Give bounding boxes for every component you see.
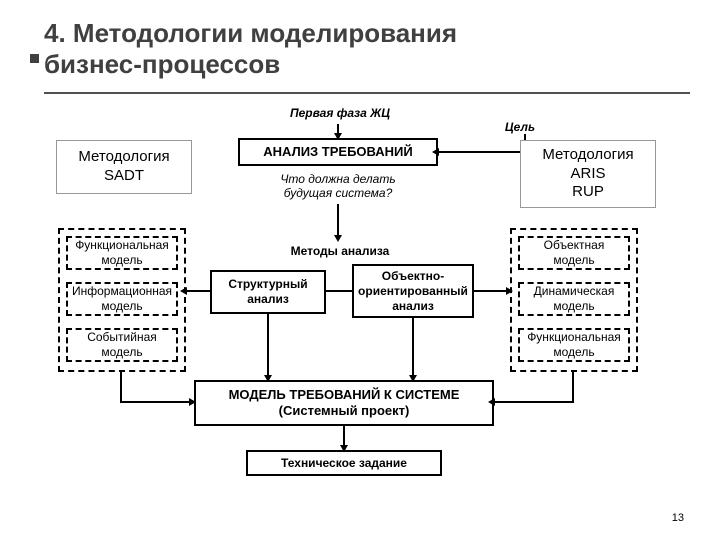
- overlay-aris-rup: МетодологияARISRUP: [520, 140, 656, 208]
- reqmodel-box: МОДЕЛЬ ТРЕБОВАНИЙ К СИСТЕМЕ(Системный пр…: [194, 380, 494, 426]
- techspec-box: Техническое задание: [246, 450, 442, 476]
- arrowhead: [180, 287, 187, 295]
- overlay-sadt: МетодологияSADT: [56, 140, 192, 194]
- arrow: [186, 290, 210, 292]
- arrow: [412, 318, 414, 380]
- left-model-3: Событийнаямодель: [66, 328, 178, 362]
- question-label: Что должна делатьбудущая система?: [238, 172, 438, 200]
- arrow: [337, 204, 339, 238]
- arrowhead: [506, 287, 513, 295]
- right-model-1: Объектнаямодель: [518, 236, 630, 270]
- arrow: [494, 401, 574, 403]
- arrowhead: [488, 398, 495, 406]
- right-model-3: Функциональнаямодель: [518, 328, 630, 362]
- left-model-1: Функциональнаямодель: [66, 236, 178, 270]
- arrowhead: [189, 398, 196, 406]
- right-model-2: Динамическаямодель: [518, 282, 630, 316]
- diagram-stage: Первая фаза ЖЦ Цель Преобразование АНАЛИ…: [0, 98, 720, 540]
- oo-analysis-box: Объектно-ориентированныйанализ: [352, 264, 474, 318]
- arrow: [267, 314, 269, 380]
- arrowhead: [334, 235, 342, 242]
- arrowhead: [432, 148, 439, 156]
- left-model-2: Информационнаямодель: [66, 282, 178, 316]
- page-number: 13: [672, 512, 684, 524]
- title-line1: 4. Методологии моделирования: [44, 18, 457, 48]
- arrow: [120, 372, 122, 402]
- connector: [326, 290, 352, 292]
- arrowhead: [334, 133, 342, 140]
- methods-label: Методы анализа: [280, 244, 400, 258]
- arrowhead: [340, 445, 348, 452]
- arrowhead: [409, 375, 417, 382]
- title-line2: бизнес-процессов: [44, 49, 280, 79]
- arrow: [120, 401, 194, 403]
- arrow: [474, 290, 510, 292]
- arrow: [572, 372, 574, 402]
- analysis-req-box: АНАЛИЗ ТРЕБОВАНИЙ: [238, 138, 438, 166]
- phase-label: Первая фаза ЖЦ: [250, 106, 430, 120]
- struct-analysis-box: Структурныйанализ: [210, 270, 326, 314]
- goal-label: Цель: [490, 120, 550, 134]
- arrowhead: [264, 375, 272, 382]
- title-underline: [44, 92, 690, 94]
- arrow: [438, 151, 526, 153]
- title-bullet: [30, 54, 39, 63]
